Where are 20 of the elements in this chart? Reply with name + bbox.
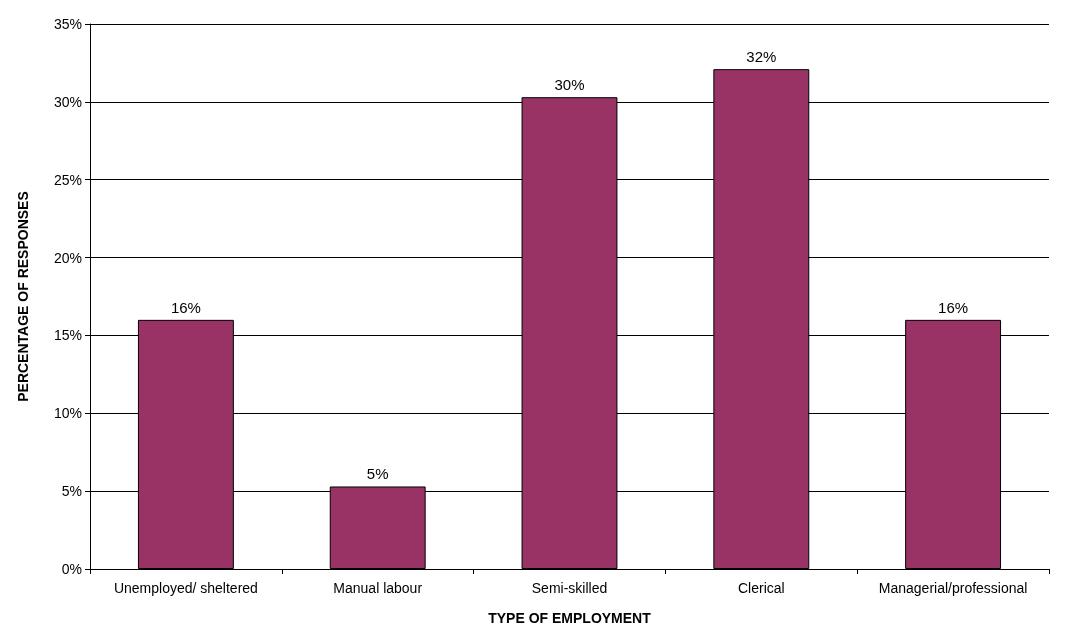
y-tick-label: 25% [53,171,82,188]
y-tick-label: 5% [61,483,82,500]
data-label: 30% [554,76,585,94]
x-tick-label: Semi-skilled [531,580,608,596]
data-label: 32% [746,48,777,66]
y-tick-label: 0% [61,561,82,577]
y-tick-label: 15% [53,327,82,344]
y-tick-label: 30% [53,93,82,110]
y-tick-label: 35% [53,16,82,32]
y-axis-title: PERCENTAGE OF RESPONSES [15,191,31,402]
x-tick-label: Manual labour [333,580,423,596]
data-label: 16% [938,298,969,316]
y-tick-label: 10% [53,405,82,422]
x-axis-title: TYPE OF EMPLOYMENT [488,610,652,626]
x-tick-label: Clerical [737,580,785,596]
data-label: 16% [170,298,201,316]
y-tick-label: 20% [53,249,82,266]
x-tick-label: Managerial/professional [878,580,1028,596]
data-label: 5% [366,465,389,483]
x-tick-label: Unemployed/ sheltered [113,580,258,596]
